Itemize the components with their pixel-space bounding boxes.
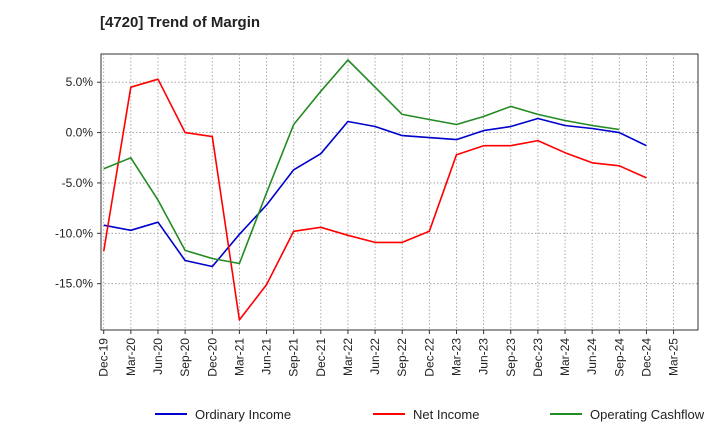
y-axis-ticks: 5.0% 0.0% -5.0% -10.0% -15.0% [55, 75, 101, 291]
x-tick-label: Mar-22 [341, 338, 355, 376]
x-tick-label: Jun-23 [477, 338, 491, 375]
x-tick-label: Sep-21 [287, 338, 301, 377]
x-tick-label: Jun-24 [585, 338, 599, 375]
x-tick-label: Jun-21 [260, 338, 274, 375]
series-lines [102, 59, 647, 321]
y-tick-label: -10.0% [55, 226, 93, 240]
x-tick-label: Mar-25 [667, 338, 681, 376]
y-tick-label: -15.0% [55, 277, 93, 291]
x-tick-label: Dec-23 [531, 338, 545, 377]
x-tick-label: Jun-22 [368, 338, 382, 375]
x-tick-label: Sep-23 [504, 338, 518, 377]
legend-label-operating-cashflow: Operating Cashflow [590, 407, 705, 422]
grid [101, 54, 698, 330]
x-tick-label: Dec-24 [639, 338, 653, 377]
x-tick-label: Sep-24 [612, 338, 626, 377]
legend: Ordinary Income Net Income Operating Cashf… [155, 407, 705, 422]
x-tick-label: Jun-20 [151, 338, 165, 375]
series-line-ordinary-income [103, 117, 647, 268]
x-tick-label: Dec-20 [205, 338, 219, 377]
legend-label-ordinary-income: Ordinary Income [195, 407, 291, 422]
x-tick-label: Mar-23 [449, 338, 463, 376]
x-axis-ticks: Dec-19 Mar-20 Jun-20 Sep-20 Dec-20 Mar-21 Jun-… [97, 330, 681, 377]
x-tick-label: Sep-20 [178, 338, 192, 377]
series-line-operating-cashflow [103, 59, 620, 265]
y-tick-label: 5.0% [66, 75, 94, 89]
x-tick-label: Mar-24 [558, 338, 572, 376]
plot-area [100, 53, 699, 331]
chart-title: [4720] Trend of Margin [100, 14, 261, 31]
x-tick-label: Dec-21 [314, 338, 328, 377]
x-tick-label: Dec-22 [422, 338, 436, 377]
x-tick-label: Mar-20 [124, 338, 138, 376]
x-tick-label: Mar-21 [232, 338, 246, 376]
x-tick-label: Sep-22 [395, 338, 409, 377]
x-tick-label: Dec-19 [97, 338, 111, 377]
y-tick-label: -5.0% [62, 176, 94, 190]
legend-label-net-income: Net Income [413, 407, 479, 422]
series-line-net-income [102, 78, 647, 321]
y-tick-label: 0.0% [66, 126, 94, 140]
